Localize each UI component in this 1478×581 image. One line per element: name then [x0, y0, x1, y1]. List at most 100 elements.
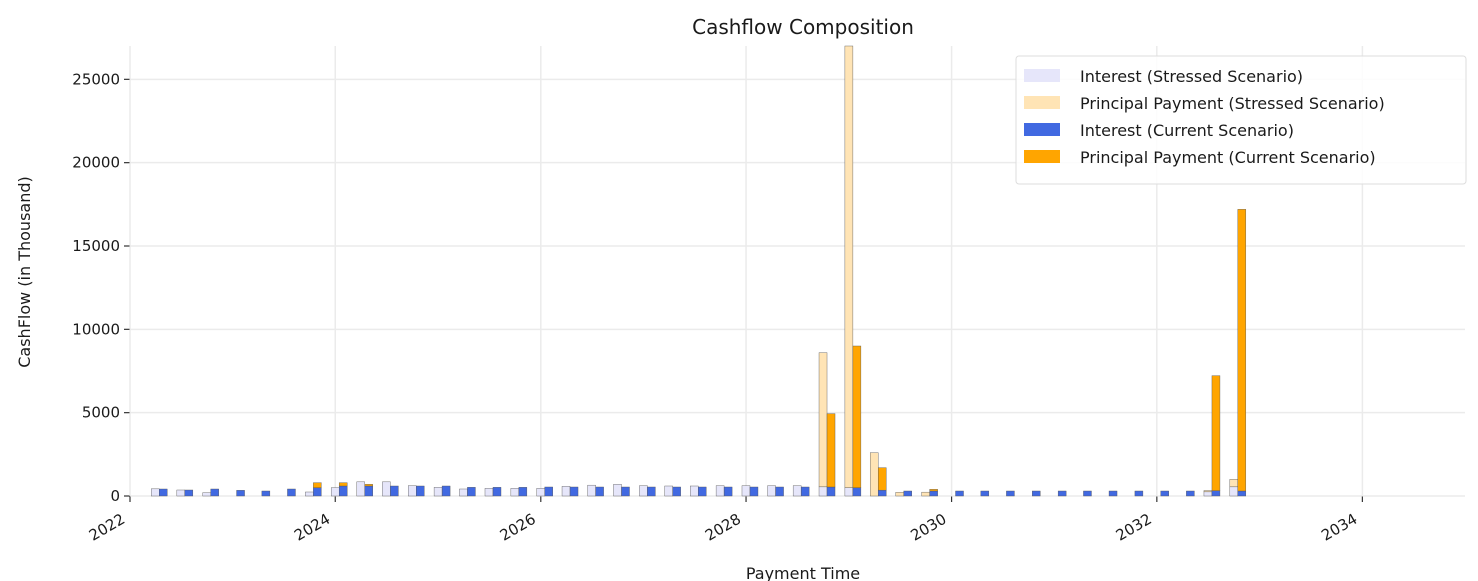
bar	[1083, 490, 1092, 497]
bar	[587, 484, 596, 497]
bar	[536, 488, 545, 497]
bar	[1057, 490, 1067, 497]
bar	[844, 45, 854, 488]
bar	[338, 485, 348, 497]
bar	[202, 492, 211, 497]
bar	[390, 485, 399, 497]
bar	[1186, 490, 1195, 497]
bar	[792, 485, 802, 497]
bars	[151, 45, 1247, 497]
bar	[690, 485, 699, 497]
bar	[741, 485, 751, 497]
legend-swatch	[1024, 96, 1060, 109]
bar	[1203, 490, 1213, 493]
x-tick-label: 2034	[1318, 510, 1360, 545]
bar	[955, 490, 964, 497]
bar	[1108, 490, 1118, 497]
bar	[1237, 490, 1247, 497]
bar	[313, 482, 322, 488]
bar	[408, 485, 417, 497]
bar	[698, 486, 707, 497]
bar	[1211, 490, 1221, 497]
bar	[518, 487, 528, 497]
bar	[382, 481, 391, 497]
bar	[1006, 490, 1015, 497]
bar	[715, 485, 725, 497]
legend-box	[1015, 55, 1467, 185]
x-tick-label: 2032	[1113, 510, 1155, 545]
bar	[1032, 490, 1041, 497]
bar	[775, 486, 784, 497]
y-tick-label: 0	[110, 487, 120, 505]
bar	[184, 489, 194, 497]
bar	[903, 490, 912, 497]
bar	[330, 487, 340, 497]
bar	[338, 482, 348, 487]
y-tick-label: 25000	[72, 70, 120, 88]
x-tick-label: 2022	[86, 510, 128, 545]
bar	[647, 486, 656, 497]
legend-label: Principal Payment (Stressed Scenario)	[1080, 94, 1385, 113]
legend-swatch	[1024, 150, 1060, 163]
bar	[433, 487, 443, 497]
bar	[869, 452, 879, 497]
bar	[595, 486, 604, 497]
legend-label: Interest (Current Scenario)	[1080, 121, 1294, 140]
bar	[1160, 490, 1169, 497]
bar	[236, 490, 245, 497]
bar	[364, 485, 373, 497]
bar	[459, 488, 468, 497]
bar	[1237, 209, 1247, 492]
bar	[664, 485, 673, 497]
bar	[261, 490, 271, 497]
x-tick-label: 2028	[702, 510, 744, 545]
bar	[767, 485, 776, 497]
bar	[416, 485, 425, 497]
bar	[852, 487, 862, 497]
bar	[800, 486, 810, 497]
bar	[929, 489, 938, 492]
bar	[569, 486, 579, 497]
bar	[356, 481, 365, 497]
bar	[621, 486, 630, 497]
bar	[510, 488, 520, 497]
bar	[159, 488, 168, 497]
bar	[929, 490, 938, 497]
bar	[1134, 490, 1144, 497]
bar	[492, 487, 502, 497]
bar	[544, 486, 553, 497]
bar	[467, 487, 476, 497]
bar	[151, 488, 160, 497]
bar	[613, 484, 622, 497]
bar	[672, 486, 681, 497]
legend-label: Principal Payment (Current Scenario)	[1080, 148, 1376, 167]
bar	[484, 488, 494, 497]
bar	[826, 413, 836, 488]
bar	[921, 491, 930, 497]
y-tick-label: 5000	[82, 404, 120, 422]
bar	[1203, 491, 1213, 497]
bar	[176, 489, 186, 497]
bar	[1229, 479, 1239, 488]
y-tick-label: 15000	[72, 237, 120, 255]
y-axis-label: CashFlow (in Thousand)	[15, 176, 34, 368]
bar	[895, 492, 904, 497]
bar	[826, 486, 836, 497]
x-tick-label: 2026	[497, 510, 539, 545]
bar	[723, 486, 733, 497]
x-axis-label: Payment Time	[746, 564, 860, 581]
bar	[441, 485, 451, 497]
bar	[1211, 375, 1221, 491]
legend-swatch	[1024, 69, 1060, 82]
bar	[844, 487, 854, 497]
bar	[818, 352, 828, 488]
legend: Interest (Stressed Scenario) Principal Pa…	[1015, 55, 1467, 185]
legend-swatch	[1024, 123, 1060, 136]
bar	[1229, 486, 1239, 497]
bar	[561, 486, 571, 497]
chart-title: Cashflow Composition	[692, 15, 914, 39]
bar	[305, 491, 314, 497]
bar	[877, 467, 887, 491]
y-tick-label: 20000	[72, 154, 120, 172]
